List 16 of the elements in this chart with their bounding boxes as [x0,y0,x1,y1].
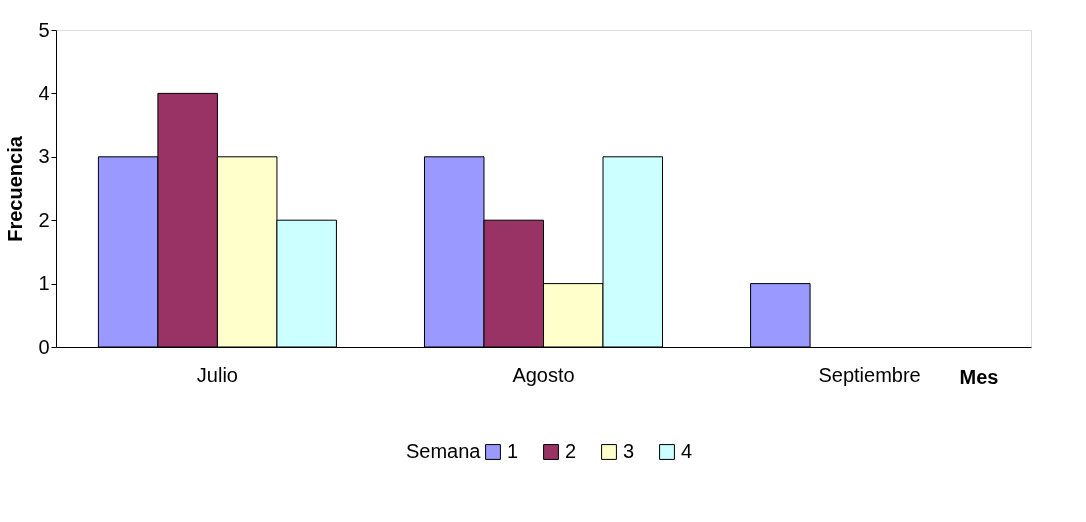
legend-title: Semana [406,440,482,462]
y-tick-label: 1 [38,272,50,295]
y-axis-title: Frecuencia [4,135,27,242]
legend-label: 2 [565,440,577,462]
y-tick-label: 0 [38,335,50,358]
y-tick-label: 3 [38,145,50,168]
legend-label: 1 [507,440,519,462]
legend-label: 3 [623,440,635,462]
x-tick-label: Julio [196,363,238,386]
x-tick-label: Agosto [512,363,575,386]
x-axis-title: Mes [959,365,999,388]
y-tick-label: 5 [38,18,50,41]
y-tick-label: 2 [38,208,50,231]
y-tick-label: 4 [38,81,50,104]
x-tick-label: Septiembre [818,363,921,386]
legend-label: 4 [681,440,693,462]
